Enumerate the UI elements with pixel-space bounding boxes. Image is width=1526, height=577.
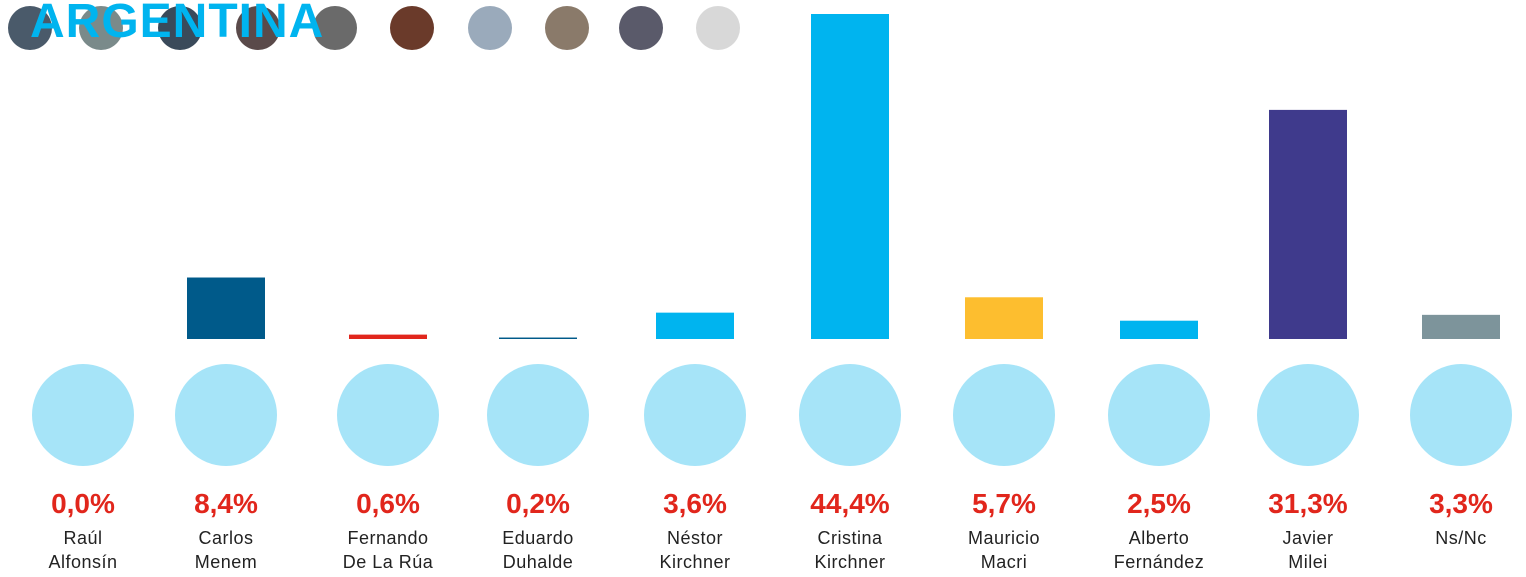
value-label: 3,6% [620, 488, 770, 520]
bar [349, 335, 427, 339]
category-label: Mauricio Macri [929, 526, 1079, 574]
category-label: Alberto Fernández [1084, 526, 1234, 574]
category-label: Ns/Nc [1386, 526, 1526, 550]
category-label: Fernando De La Rúa [313, 526, 463, 574]
value-label: 0,2% [463, 488, 613, 520]
value-label: 5,7% [929, 488, 1079, 520]
category-label: Eduardo Duhalde [463, 526, 613, 574]
bar [1269, 110, 1347, 339]
bar [656, 313, 734, 339]
bar [965, 297, 1043, 339]
category-label: Carlos Menem [151, 526, 301, 574]
value-label: 8,4% [151, 488, 301, 520]
photo-placeholder [799, 364, 901, 466]
bar [1120, 321, 1198, 339]
photo-placeholder [953, 364, 1055, 466]
avatar [619, 6, 663, 50]
bar [499, 338, 577, 339]
value-label: 0,0% [8, 488, 158, 520]
avatar [468, 6, 512, 50]
photo-placeholder [337, 364, 439, 466]
photo-placeholder [644, 364, 746, 466]
avatar [696, 6, 740, 50]
bar [811, 14, 889, 339]
value-label: 3,3% [1386, 488, 1526, 520]
photo-placeholder [32, 364, 134, 466]
value-label: 2,5% [1084, 488, 1234, 520]
category-label: Cristina Kirchner [775, 526, 925, 574]
value-label: 0,6% [313, 488, 463, 520]
bar [1422, 315, 1500, 339]
photo-placeholder [1108, 364, 1210, 466]
chart-title: ARGENTINA [30, 0, 324, 49]
photo-placeholder [1257, 364, 1359, 466]
value-label: 31,3% [1233, 488, 1383, 520]
page: ARGENTINA 0,0% Raúl Alfonsín 8,4% Carlos Me… [0, 0, 1526, 577]
avatar [545, 6, 589, 50]
category-label: Néstor Kirchner [620, 526, 770, 574]
category-label: Javier Milei [1233, 526, 1383, 574]
bar [187, 278, 265, 339]
photo-placeholder [487, 364, 589, 466]
value-label: 44,4% [775, 488, 925, 520]
photo-placeholder [1410, 364, 1512, 466]
avatar [390, 6, 434, 50]
category-label: Raúl Alfonsín [8, 526, 158, 574]
photo-placeholder [175, 364, 277, 466]
